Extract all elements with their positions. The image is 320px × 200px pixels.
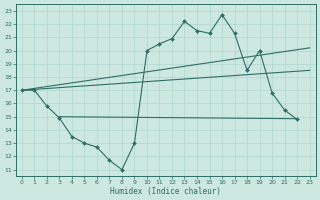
X-axis label: Humidex (Indice chaleur): Humidex (Indice chaleur)	[110, 187, 221, 196]
